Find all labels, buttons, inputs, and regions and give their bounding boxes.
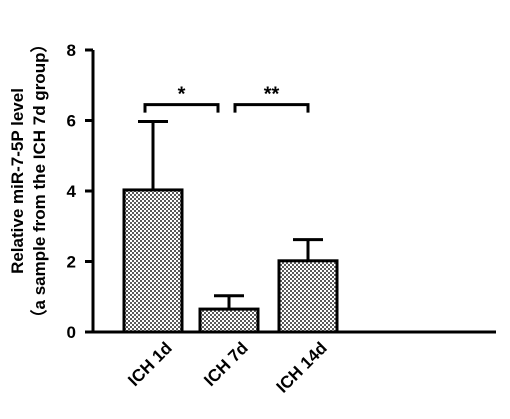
significance-bracket-1 [143, 103, 220, 113]
bar-3 [277, 259, 339, 334]
error-bars-group [138, 120, 323, 310]
y-axis-label-line1: Relative miR-7-5P level [8, 88, 27, 274]
y-tick-label: 2 [67, 253, 76, 272]
bar-2 [198, 307, 260, 334]
y-tick-label: 4 [67, 182, 77, 201]
y-tick-label: 0 [67, 323, 76, 342]
significance-brackets: * ** [143, 84, 310, 113]
y-axis-label: Relative miR-7-5P level （a sample from t… [8, 36, 49, 327]
significance-label-2: ** [264, 84, 280, 106]
significance-bracket-2 [233, 103, 310, 113]
x-axis-ticks: ICH 1d ICH 7d ICH 14d [124, 338, 331, 396]
significance-label-1: * [178, 84, 186, 106]
y-axis-label-line2: （a sample from the ICH 7d group） [29, 36, 49, 327]
x-tick-label: ICH 14d [273, 338, 331, 396]
y-axis-ticks: 0 2 4 6 8 [67, 41, 93, 342]
x-tick-label: ICH 7d [200, 338, 252, 390]
bars-group [122, 188, 339, 334]
y-tick-label: 8 [67, 41, 76, 60]
y-tick-label: 6 [67, 112, 76, 131]
x-tick-label: ICH 1d [124, 338, 176, 390]
bar-1 [122, 188, 184, 334]
